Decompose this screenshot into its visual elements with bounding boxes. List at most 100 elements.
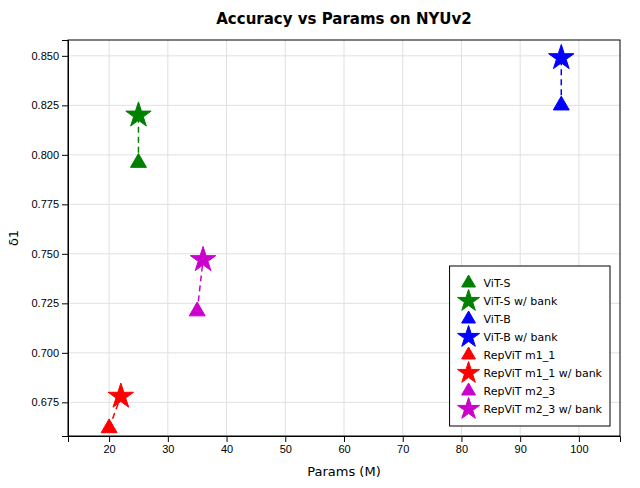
x-axis: 20 30 40 50 60 70 80 90 100 bbox=[69, 436, 621, 455]
tick-label: 80 bbox=[456, 443, 468, 455]
legend-symbol bbox=[462, 383, 476, 395]
tick: 80 bbox=[456, 436, 468, 455]
legend-symbol bbox=[462, 311, 476, 323]
legend-symbol bbox=[462, 275, 476, 287]
grid-line bbox=[167, 40, 168, 436]
tick: 0.825 bbox=[31, 99, 68, 111]
grid-line bbox=[109, 40, 110, 436]
tick: 60 bbox=[338, 436, 350, 455]
tick: 100 bbox=[570, 436, 588, 455]
legend-frame bbox=[450, 266, 610, 426]
plot-frame bbox=[68, 40, 620, 436]
tick-mark bbox=[461, 436, 462, 442]
tick-mark bbox=[62, 353, 68, 354]
tick-label: 0.750 bbox=[31, 248, 59, 260]
tick-label: 30 bbox=[162, 443, 174, 455]
tick-label: 0.700 bbox=[31, 347, 59, 359]
tick-mark bbox=[285, 436, 286, 442]
tick: 90 bbox=[515, 436, 527, 455]
tick-label: 50 bbox=[280, 443, 292, 455]
title: Accuracy vs Params on NYUv2 bbox=[216, 10, 471, 28]
tick: 0.675 bbox=[31, 396, 68, 408]
tick: 0.850 bbox=[31, 50, 68, 62]
grid-line bbox=[226, 40, 227, 436]
tick-mark bbox=[168, 436, 169, 442]
tick-mark bbox=[344, 436, 345, 442]
grid-line bbox=[68, 253, 620, 254]
grid-line bbox=[68, 55, 620, 56]
plot: 20304050607080901000.6750.7000.7250.7500… bbox=[31, 40, 620, 455]
tick-label: 0.850 bbox=[31, 50, 59, 62]
tick: 40 bbox=[221, 436, 233, 455]
tick: 0.800 bbox=[31, 149, 68, 161]
legend-label: RepViT m1_1 w/ bank bbox=[484, 367, 603, 380]
tick-label: 40 bbox=[221, 443, 233, 455]
tick-label: 70 bbox=[397, 443, 409, 455]
tick: 30 bbox=[162, 436, 174, 455]
tick: 0.700 bbox=[31, 347, 68, 359]
legend-label: ViT-S w/ bank bbox=[484, 295, 558, 308]
grid bbox=[68, 40, 620, 436]
tick: 20 bbox=[103, 436, 115, 455]
tick-label: 20 bbox=[103, 443, 115, 455]
tick-label: 0.825 bbox=[31, 99, 59, 111]
legend-label: ViT-S bbox=[484, 277, 511, 290]
legend-item: ViT-S w/ bank bbox=[458, 289, 558, 310]
tick-mark bbox=[403, 436, 404, 442]
tick-label: 90 bbox=[515, 443, 527, 455]
point bbox=[108, 383, 133, 407]
legend-label: RepViT m2_3 w/ bank bbox=[484, 403, 603, 416]
tick-label: 0.725 bbox=[31, 297, 59, 309]
legend-label: RepViT m1_1 bbox=[484, 349, 556, 362]
tick-mark bbox=[109, 436, 110, 442]
tick: 50 bbox=[280, 436, 292, 455]
point bbox=[101, 419, 117, 433]
legend-symbol bbox=[458, 361, 480, 382]
chart: 20304050607080901000.6750.7000.7250.7500… bbox=[0, 0, 640, 488]
tick-mark bbox=[62, 254, 68, 255]
grid-line bbox=[285, 40, 286, 436]
grid-line bbox=[68, 154, 620, 155]
legend-symbol bbox=[458, 397, 480, 418]
tick: 70 bbox=[397, 436, 409, 455]
tick-mark bbox=[520, 436, 521, 442]
legend-label: ViT-B w/ bank bbox=[484, 331, 559, 344]
point bbox=[553, 96, 569, 110]
legend-label: RepViT m2_3 bbox=[484, 385, 556, 398]
tick-mark bbox=[62, 56, 68, 57]
y-axis-title: δ1 bbox=[6, 230, 21, 246]
tick-mark bbox=[62, 105, 68, 106]
point bbox=[190, 246, 215, 270]
legend-item: ViT-B bbox=[462, 311, 511, 326]
point bbox=[130, 154, 146, 168]
tick-mark bbox=[227, 436, 228, 442]
y-axis: 0.675 0.700 0.725 0.750 0.775 0.800 0.825 0.850 bbox=[31, 41, 68, 437]
point bbox=[126, 102, 151, 126]
tick-mark bbox=[62, 155, 68, 156]
legend-item: RepViT m2_3 w/ bank bbox=[458, 397, 603, 418]
legend-item: RepViT m2_3 bbox=[462, 383, 556, 398]
grid-line bbox=[402, 40, 403, 436]
x-axis-title: Params (M) bbox=[307, 464, 380, 479]
legend-symbol bbox=[458, 325, 480, 346]
tick-label: 0.800 bbox=[31, 149, 59, 161]
legend-item: RepViT m1_1 bbox=[462, 347, 556, 362]
grid-line bbox=[68, 105, 620, 106]
tick: 0.750 bbox=[31, 248, 68, 260]
point bbox=[189, 302, 205, 316]
tick-label: 0.675 bbox=[31, 396, 59, 408]
point bbox=[549, 44, 574, 68]
tick-mark bbox=[62, 402, 68, 403]
legend: ViT-S ViT-S w/ bank ViT-B ViT-B w/ bank RepV… bbox=[450, 266, 610, 426]
legend-label: ViT-B bbox=[484, 313, 511, 326]
legend-item: RepViT m1_1 w/ bank bbox=[458, 361, 603, 382]
legend-item: ViT-B w/ bank bbox=[458, 325, 559, 346]
axis-line bbox=[69, 437, 621, 443]
tick: 0.725 bbox=[31, 297, 68, 309]
legend-item: ViT-S bbox=[462, 275, 511, 290]
tick-mark bbox=[62, 303, 68, 304]
grid-line bbox=[344, 40, 345, 436]
grid-line bbox=[68, 204, 620, 205]
tick-label: 0.775 bbox=[31, 198, 59, 210]
tick-mark bbox=[62, 204, 68, 205]
